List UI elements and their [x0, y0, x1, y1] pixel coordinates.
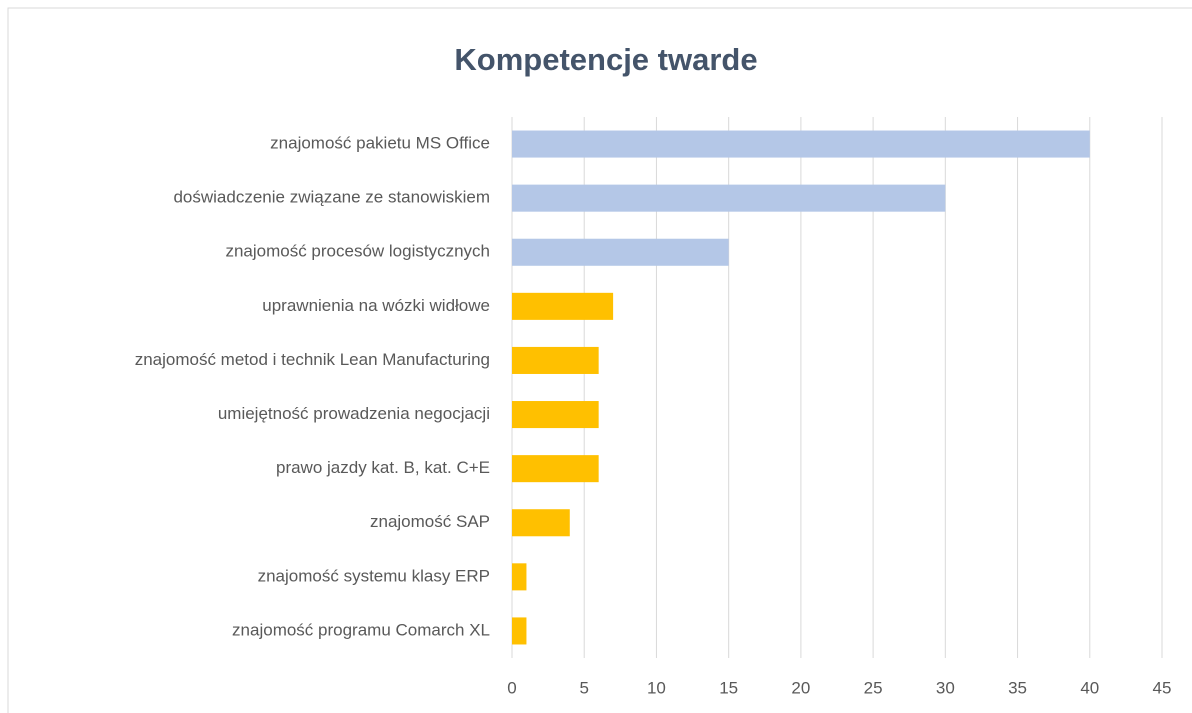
bar — [512, 617, 527, 645]
y-tick-label: znajomość pakietu MS Office — [270, 134, 490, 153]
bar — [512, 292, 614, 320]
y-tick-label: znajomość procesów logistycznych — [225, 242, 490, 261]
y-tick-label: znajomość systemu klasy ERP — [258, 566, 490, 585]
x-tick-label: 5 — [579, 678, 588, 697]
y-tick-label: prawo jazdy kat. B, kat. C+E — [276, 458, 490, 477]
x-tick-label: 35 — [1008, 678, 1027, 697]
y-tick-label: znajomość SAP — [370, 512, 490, 531]
chart-title: Kompetencje twarde — [454, 42, 757, 77]
x-tick-label: 45 — [1153, 678, 1172, 697]
x-tick-label: 25 — [864, 678, 883, 697]
chart-border — [7, 7, 1192, 713]
x-tick-label: 15 — [719, 678, 738, 697]
bar — [512, 238, 729, 266]
x-tick-label: 0 — [507, 678, 516, 697]
x-tick-label: 10 — [647, 678, 666, 697]
x-tick-label: 40 — [1080, 678, 1099, 697]
y-tick-label: uprawnienia na wózki widłowe — [262, 296, 490, 315]
bar — [512, 509, 570, 537]
y-tick-label: umiejętność prowadzenia negocjacji — [218, 404, 490, 423]
bar — [512, 455, 599, 483]
bar — [512, 184, 946, 212]
bar — [512, 130, 1090, 158]
y-tick-label: znajomość programu Comarch XL — [232, 620, 490, 639]
y-tick-label: znajomość metod i technik Lean Manufactu… — [135, 350, 490, 369]
x-tick-label: 20 — [791, 678, 810, 697]
bar — [512, 346, 599, 374]
y-tick-label: doświadczenie związane ze stanowiskiem — [173, 188, 490, 207]
x-tick-label: 30 — [936, 678, 955, 697]
bar — [512, 401, 599, 429]
bar — [512, 563, 527, 591]
